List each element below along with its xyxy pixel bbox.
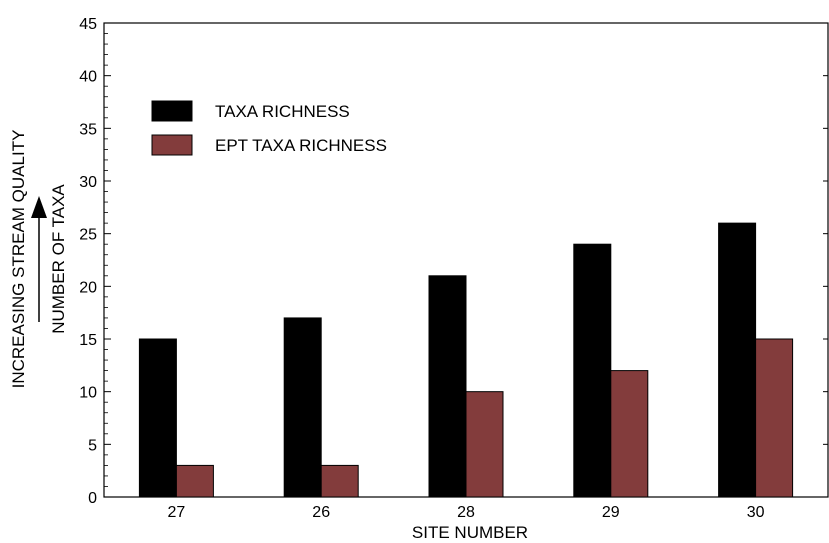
bars — [138, 222, 794, 498]
x-tick-label: 30 — [747, 504, 765, 521]
legend-label-ept-taxa-richness: EPT TAXA RICHNESS — [215, 136, 387, 155]
y-tick-label: 30 — [79, 174, 97, 191]
legend-swatch-taxa-richness — [151, 100, 193, 122]
x-tick-label: 29 — [602, 504, 620, 521]
bar-taxa-richness — [138, 338, 177, 498]
y-tick-label: 25 — [79, 227, 97, 244]
bar-ept-taxa-richness — [320, 464, 359, 498]
bar-ept-taxa-richness — [755, 338, 794, 498]
increasing-arrow-icon — [31, 196, 47, 322]
legend-label-taxa-richness: TAXA RICHNESS — [215, 102, 350, 121]
bar-taxa-richness — [428, 275, 467, 498]
bar-taxa-richness — [573, 243, 612, 498]
legend: TAXA RICHNESS EPT TAXA RICHNESS — [151, 100, 387, 156]
y-tick-label: 5 — [88, 437, 97, 454]
x-axis-title: SITE NUMBER — [412, 523, 528, 542]
bar-ept-taxa-richness — [175, 464, 214, 498]
x-tick-label: 28 — [457, 504, 475, 521]
bar-taxa-richness — [718, 222, 757, 498]
x-axis: 27 26 28 29 30 — [168, 491, 765, 521]
y-tick-label: 35 — [79, 121, 97, 138]
y-tick-label: 15 — [79, 332, 97, 349]
stream-quality-label: INCREASING STREAM QUALITY — [9, 130, 28, 389]
y-tick-label: 0 — [88, 490, 97, 507]
y-tick-label: 45 — [79, 16, 97, 33]
bar-ept-taxa-richness — [465, 391, 504, 498]
y-axis-title: NUMBER OF TAXA — [49, 184, 68, 334]
legend-swatch-ept-taxa-richness — [151, 134, 193, 156]
x-tick-label: 27 — [168, 504, 186, 521]
x-tick-label: 26 — [312, 504, 330, 521]
y-tick-label: 40 — [79, 69, 97, 86]
bar-taxa-richness — [283, 317, 322, 498]
y-axis: 0 5 10 15 20 25 30 35 40 45 — [79, 16, 828, 507]
bar-ept-taxa-richness — [610, 370, 649, 498]
y-tick-label: 20 — [79, 279, 97, 296]
y-tick-label: 10 — [79, 385, 97, 402]
